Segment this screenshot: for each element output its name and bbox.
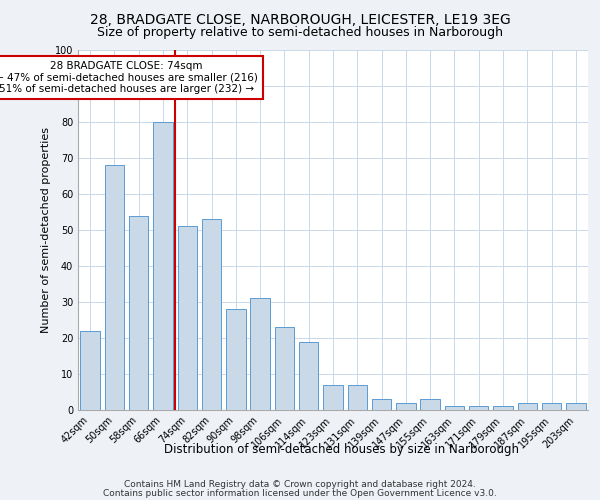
Y-axis label: Number of semi-detached properties: Number of semi-detached properties [41,127,50,333]
Bar [493,406,513,410]
Bar [469,406,488,410]
Bar [421,399,440,410]
Bar [542,403,561,410]
Bar [566,403,586,410]
Bar [396,403,416,410]
Bar [323,385,343,410]
Text: 28 BRADGATE CLOSE: 74sqm
← 47% of semi-detached houses are smaller (216)
51% of : 28 BRADGATE CLOSE: 74sqm ← 47% of semi-d… [0,61,258,94]
Bar [105,165,124,410]
Bar [372,399,391,410]
Bar [347,385,367,410]
Bar [129,216,148,410]
Text: Contains public sector information licensed under the Open Government Licence v3: Contains public sector information licen… [103,489,497,498]
Bar [178,226,197,410]
Bar [275,327,294,410]
Text: 28, BRADGATE CLOSE, NARBOROUGH, LEICESTER, LE19 3EG: 28, BRADGATE CLOSE, NARBOROUGH, LEICESTE… [89,12,511,26]
Text: Distribution of semi-detached houses by size in Narborough: Distribution of semi-detached houses by … [164,442,520,456]
Bar [250,298,270,410]
Bar [202,219,221,410]
Bar [153,122,173,410]
Text: Size of property relative to semi-detached houses in Narborough: Size of property relative to semi-detach… [97,26,503,39]
Bar [226,309,245,410]
Bar [80,331,100,410]
Bar [518,403,537,410]
Text: Contains HM Land Registry data © Crown copyright and database right 2024.: Contains HM Land Registry data © Crown c… [124,480,476,489]
Bar [445,406,464,410]
Bar [299,342,319,410]
